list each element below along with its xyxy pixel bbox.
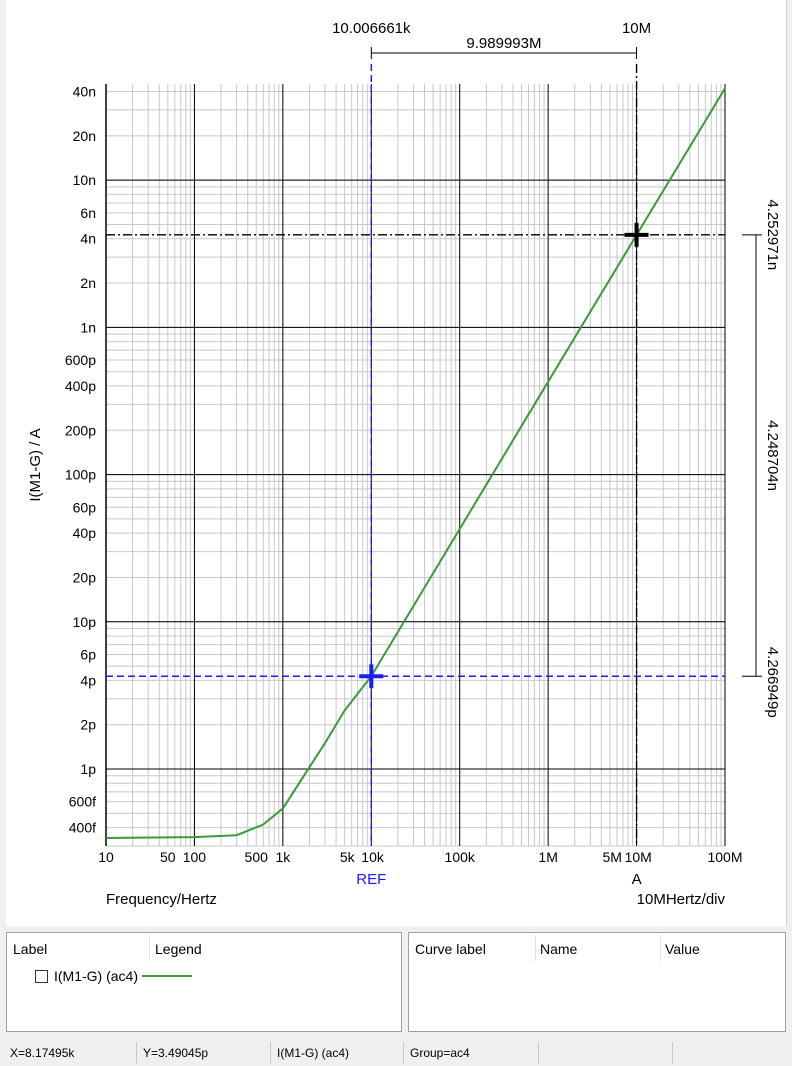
y-tick-label: 200p xyxy=(65,422,96,438)
x-tick-label: 10k xyxy=(361,849,385,865)
column-separator xyxy=(535,935,536,961)
y-tick-label: 6n xyxy=(80,205,96,221)
x-tick-label: 50 xyxy=(160,849,176,865)
series-line xyxy=(105,87,726,839)
x-tick-label: 500 xyxy=(245,849,269,865)
y-tick-label: 4n xyxy=(80,231,96,247)
status-separator xyxy=(403,1042,404,1064)
value-column-header[interactable]: Value xyxy=(665,941,700,957)
x-tick-label: 5k xyxy=(340,849,356,865)
x-tick-label: 100M xyxy=(707,849,742,865)
column-separator xyxy=(149,935,150,961)
a-cursor-marker xyxy=(624,222,649,247)
a-cursor-label: A xyxy=(632,871,642,888)
status-separator xyxy=(538,1042,539,1064)
y-tick-label: 40n xyxy=(73,84,96,100)
legend-line-swatch xyxy=(142,975,192,977)
x-division-label: 10MHertz/div xyxy=(637,891,726,908)
legend-panel: Label Legend I(M1-G) (ac4) xyxy=(6,932,402,1032)
label-column-header[interactable]: Label xyxy=(13,941,48,957)
x-tick-label: 100k xyxy=(445,849,476,865)
y-tick-label: 20p xyxy=(73,569,97,585)
status-y-readout: Y=3.49045p xyxy=(143,1046,209,1060)
x-tick-label: 10M xyxy=(625,849,652,865)
ref-y-readout: 4.266949p xyxy=(764,647,781,718)
status-bar: X=8.17495k Y=3.49045p I(M1-G) (ac4) Grou… xyxy=(0,1040,792,1066)
delta-y-readout: 4.248704n xyxy=(764,420,781,491)
y-tick-label: 2n xyxy=(80,275,96,291)
status-curve-name: I(M1-G) (ac4) xyxy=(277,1046,349,1060)
ref-cursor-marker xyxy=(359,664,384,689)
a-y-readout: 4.252971n xyxy=(764,199,781,270)
status-separator xyxy=(136,1042,137,1064)
y-tick-label: 6p xyxy=(80,646,96,662)
chart[interactable]: 40n 20n 10n 6n 4n 2n 1n 600p 400p 200p 100p 60p 40p 2… xyxy=(6,0,786,926)
status-separator xyxy=(672,1042,673,1064)
y-tick-label: 600f xyxy=(69,794,96,810)
status-separator xyxy=(270,1042,271,1064)
name-column-header[interactable]: Name xyxy=(540,941,578,957)
status-x-readout: X=8.17495k xyxy=(10,1046,75,1060)
y-tick-label: 40p xyxy=(73,525,97,541)
status-group: Group=ac4 xyxy=(410,1046,470,1060)
x-tick-label: 5M xyxy=(602,849,621,865)
curve-label-column-header[interactable]: Curve label xyxy=(415,941,486,957)
y-tick-label: 1p xyxy=(80,761,96,777)
legend-column-header[interactable]: Legend xyxy=(155,941,202,957)
ref-cursor-label: REF xyxy=(356,871,386,888)
ref-x-readout: 10.006661k xyxy=(332,20,411,37)
y-tick-label: 2p xyxy=(80,717,96,733)
legend-item-checkbox[interactable] xyxy=(35,969,48,983)
y-tick-label: 400p xyxy=(65,378,96,394)
x-axis-label: Frequency/Hertz xyxy=(106,891,217,908)
curve-info-panel: Curve label Name Value xyxy=(408,932,786,1032)
x-tick-label: 1M xyxy=(538,849,557,865)
y-tick-label: 100p xyxy=(65,467,96,483)
x-tick-label: 10 xyxy=(98,849,114,865)
x-tick-label: 1k xyxy=(275,849,291,865)
a-x-readout: 10M xyxy=(622,20,651,37)
legend-item[interactable]: I(M1-G) (ac4) xyxy=(35,967,192,985)
plot-area[interactable]: 40n 20n 10n 6n 4n 2n 1n 600p 400p 200p 100p 60p 40p 2… xyxy=(6,0,787,926)
y-tick-label: 20n xyxy=(73,128,96,144)
y-tick-label: 10p xyxy=(73,614,97,630)
y-tick-label: 4p xyxy=(80,672,96,688)
y-tick-label: 400f xyxy=(69,820,96,836)
y-tick-label: 600p xyxy=(65,352,96,368)
delta-x-readout: 9.989993M xyxy=(466,35,541,52)
column-separator xyxy=(660,935,661,961)
y-tick-label: 10n xyxy=(73,172,96,188)
x-tick-label: 100 xyxy=(183,849,207,865)
y-axis-label: I(M1-G) / A xyxy=(27,428,44,501)
y-tick-label: 60p xyxy=(73,499,97,515)
legend-item-label: I(M1-G) (ac4) xyxy=(54,968,138,984)
y-tick-label: 1n xyxy=(80,319,96,335)
